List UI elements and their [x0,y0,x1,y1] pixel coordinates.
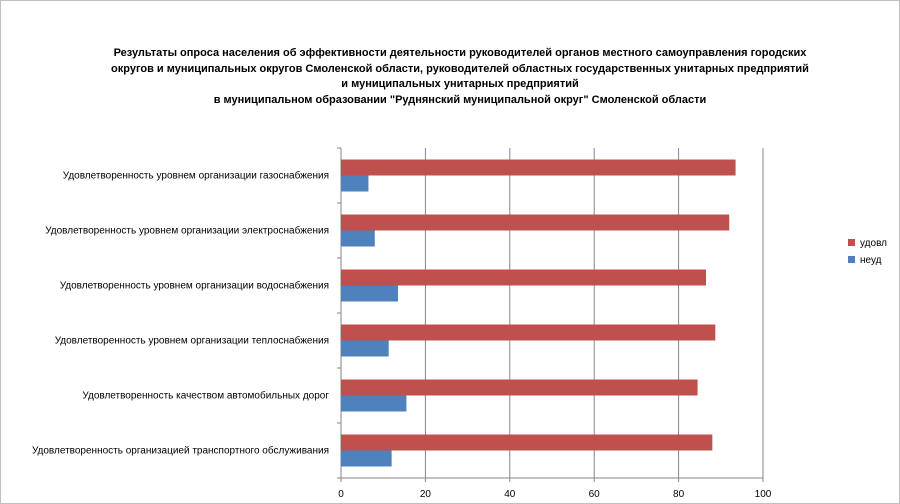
bar-неуд [341,340,389,357]
legend-swatch [848,256,855,263]
x-tick-label: 0 [338,489,344,500]
legend-label: неуд [860,255,882,266]
x-tick-label: 40 [504,489,516,500]
category-label: Удовлетворенность уровнем организации те… [55,335,329,347]
category-label: Удовлетворенность организацией транспорт… [32,445,329,457]
x-tick-label: 20 [420,489,432,500]
legend-label: удовл [860,238,887,249]
legend-swatch [848,239,855,246]
bar-удовл [341,434,713,451]
category-label: Удовлетворенность уровнем организации эл… [45,225,329,237]
chart-title-line: Результаты опроса населения об эффективн… [113,47,807,59]
chart-title-line: и муниципальных унитарных предприятий [341,78,579,90]
x-tick-label: 100 [755,489,772,500]
category-label: Удовлетворенность уровнем организации га… [63,170,329,182]
category-label: Удовлетворенность качеством автомобильны… [82,390,329,402]
bar-неуд [341,450,392,467]
x-tick-label: 80 [673,489,685,500]
chart-title-line: округов и муниципальных округов Смоленск… [111,62,809,75]
bar-удовл [341,324,716,341]
bar-неуд [341,395,407,412]
x-tick-label: 60 [589,489,601,500]
bar-удовл [341,214,730,231]
bar-удовл [341,379,698,396]
bar-удовл [341,159,736,176]
category-label: Удовлетворенность уровнем организации во… [60,280,329,292]
chart-title-line: в муниципальном образовании "Руднянский … [213,93,707,106]
bar-неуд [341,230,375,247]
bar-удовл [341,269,707,286]
bar-неуд [341,175,369,192]
chart-title: Результаты опроса населения об эффективн… [60,46,860,108]
bar-неуд [341,285,398,302]
